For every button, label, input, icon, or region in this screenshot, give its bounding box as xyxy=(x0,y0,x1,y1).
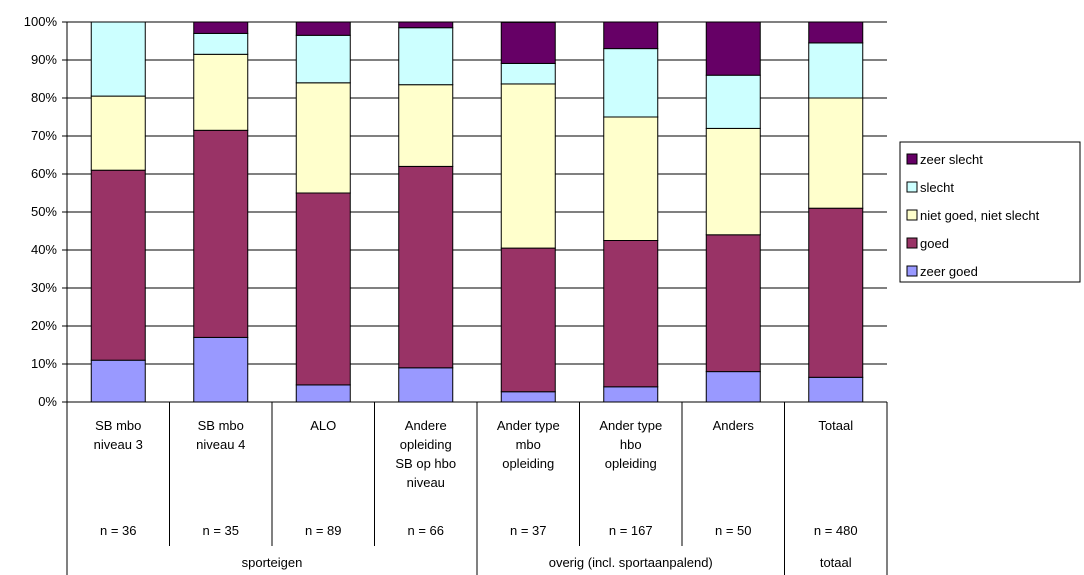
bar-segment xyxy=(705,234,761,373)
bar-segment xyxy=(193,336,249,403)
n-label: n = 35 xyxy=(202,523,239,538)
bar-segment xyxy=(500,391,556,403)
legend-label: niet goed, niet slecht xyxy=(920,208,1040,223)
bar-segment xyxy=(90,21,146,97)
bar-segment xyxy=(398,367,454,403)
bar-segment xyxy=(295,21,351,36)
legend-swatch xyxy=(906,209,918,221)
category-label: mbo xyxy=(516,437,541,452)
bar-segment xyxy=(705,371,761,403)
n-label: n = 66 xyxy=(407,523,444,538)
group-label: sporteigen xyxy=(242,555,303,570)
category-label: Ander type xyxy=(599,418,662,433)
group-label: overig (incl. sportaanpalend) xyxy=(549,555,713,570)
bar-segment xyxy=(193,129,249,338)
bar-segment xyxy=(398,165,454,369)
category-label: hbo xyxy=(620,437,642,452)
legend-swatch xyxy=(906,181,918,193)
bar-segment xyxy=(500,21,556,64)
bar-segment xyxy=(295,82,351,194)
category-label: niveau 3 xyxy=(94,437,143,452)
bar-segment xyxy=(808,21,864,44)
n-label: n = 167 xyxy=(609,523,653,538)
category-label: niveau xyxy=(407,475,445,490)
y-tick-label: 100% xyxy=(24,14,58,29)
bar-segment xyxy=(603,240,659,388)
bar-segment xyxy=(808,376,864,403)
bar-segment xyxy=(295,192,351,386)
bar-segment xyxy=(90,95,146,171)
bar-segment xyxy=(90,169,146,361)
category-label: opleiding xyxy=(605,456,657,471)
bar-segment xyxy=(705,127,761,236)
bar-segment xyxy=(90,359,146,403)
n-label: n = 89 xyxy=(305,523,342,538)
y-tick-label: 20% xyxy=(31,318,57,333)
bar-segment xyxy=(603,386,659,403)
legend-label: zeer slecht xyxy=(920,152,983,167)
legend-label: goed xyxy=(920,236,949,251)
bar-segment xyxy=(500,247,556,393)
n-label: n = 36 xyxy=(100,523,137,538)
category-label: Anders xyxy=(713,418,755,433)
category-labels: SB mbo niveau 3 n = 36 SB mbo niveau 4 n = 35… xyxy=(94,418,858,570)
bar-segment xyxy=(193,21,249,34)
bars xyxy=(90,21,864,403)
bar-segment xyxy=(295,34,351,84)
y-tick-label: 50% xyxy=(31,204,57,219)
axes xyxy=(62,21,888,575)
y-tick-label: 90% xyxy=(31,52,57,67)
bar-segment xyxy=(603,48,659,118)
category-label: opleiding xyxy=(502,456,554,471)
bar-segment xyxy=(295,384,351,403)
legend-swatch xyxy=(906,265,918,277)
bar-segment xyxy=(603,21,659,50)
y-tick-label: 70% xyxy=(31,128,57,143)
category-label: SB mbo xyxy=(198,418,244,433)
bar-segment xyxy=(398,84,454,167)
legend-swatch xyxy=(906,153,918,165)
category-label: Andere xyxy=(405,418,447,433)
bar-segment xyxy=(705,21,761,76)
category-label: Totaal xyxy=(818,418,853,433)
bar-segment xyxy=(808,42,864,99)
legend-label: zeer goed xyxy=(920,264,978,279)
bar-segment xyxy=(193,53,249,131)
legend-label: slecht xyxy=(920,180,954,195)
y-tick-label: 80% xyxy=(31,90,57,105)
y-axis-tick-labels: 0% 10% 20% 30% 40% 50% 60% 70% 80% 90% 100% xyxy=(24,14,58,409)
n-label: n = 50 xyxy=(715,523,752,538)
category-label: Ander type xyxy=(497,418,560,433)
y-tick-label: 60% xyxy=(31,166,57,181)
bar-segment xyxy=(603,116,659,241)
y-tick-label: 40% xyxy=(31,242,57,257)
legend-swatch xyxy=(906,237,918,249)
n-label: n = 480 xyxy=(814,523,858,538)
bar-segment xyxy=(500,62,556,85)
bar-segment xyxy=(808,97,864,209)
y-tick-label: 10% xyxy=(31,356,57,371)
bar-segment xyxy=(398,21,454,29)
category-label: niveau 4 xyxy=(196,437,245,452)
gridlines xyxy=(67,21,887,403)
n-label: n = 37 xyxy=(510,523,547,538)
legend-box xyxy=(899,141,1081,283)
bar-segment xyxy=(705,74,761,129)
y-tick-label: 0% xyxy=(38,394,57,409)
y-tick-label: 30% xyxy=(31,280,57,295)
group-label: totaal xyxy=(820,555,852,570)
category-label: opleiding xyxy=(400,437,452,452)
bar-segment xyxy=(193,32,249,55)
category-label: SB mbo xyxy=(95,418,141,433)
category-label: ALO xyxy=(310,418,336,433)
category-label: SB op hbo xyxy=(395,456,456,471)
bar-segment xyxy=(808,207,864,378)
bar-segment xyxy=(398,27,454,86)
legend[interactable]: zeer slecht slecht niet goed, niet slecht g… xyxy=(899,141,1081,283)
bar-segment xyxy=(500,83,556,249)
